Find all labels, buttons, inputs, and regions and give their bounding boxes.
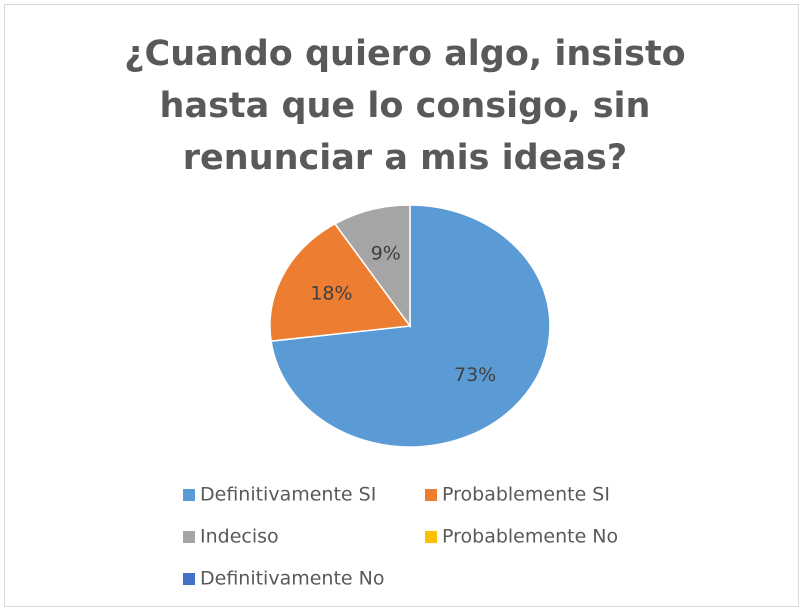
- legend-swatch: [425, 531, 437, 543]
- data-label: 9%: [371, 242, 401, 264]
- chart-title: ¿Cuando quiero algo, insisto hasta que l…: [124, 34, 686, 178]
- legend-label: Definitivamente SI: [200, 484, 376, 506]
- pie-slice: [269, 222, 412, 342]
- legend-label: Probablemente SI: [442, 484, 610, 506]
- data-label: 73%: [454, 364, 496, 386]
- legend-label: Indeciso: [200, 526, 279, 548]
- chart-frame: [4, 4, 799, 607]
- legend-label: Definitivamente No: [200, 568, 384, 590]
- legend-swatch: [183, 531, 195, 543]
- legend-swatch: [425, 489, 437, 501]
- legend-swatch: [183, 573, 195, 585]
- legend-label: Probablemente No: [442, 526, 618, 548]
- pie-slice: [333, 204, 411, 329]
- data-label: 18%: [310, 283, 352, 305]
- legend-swatch: [183, 489, 195, 501]
